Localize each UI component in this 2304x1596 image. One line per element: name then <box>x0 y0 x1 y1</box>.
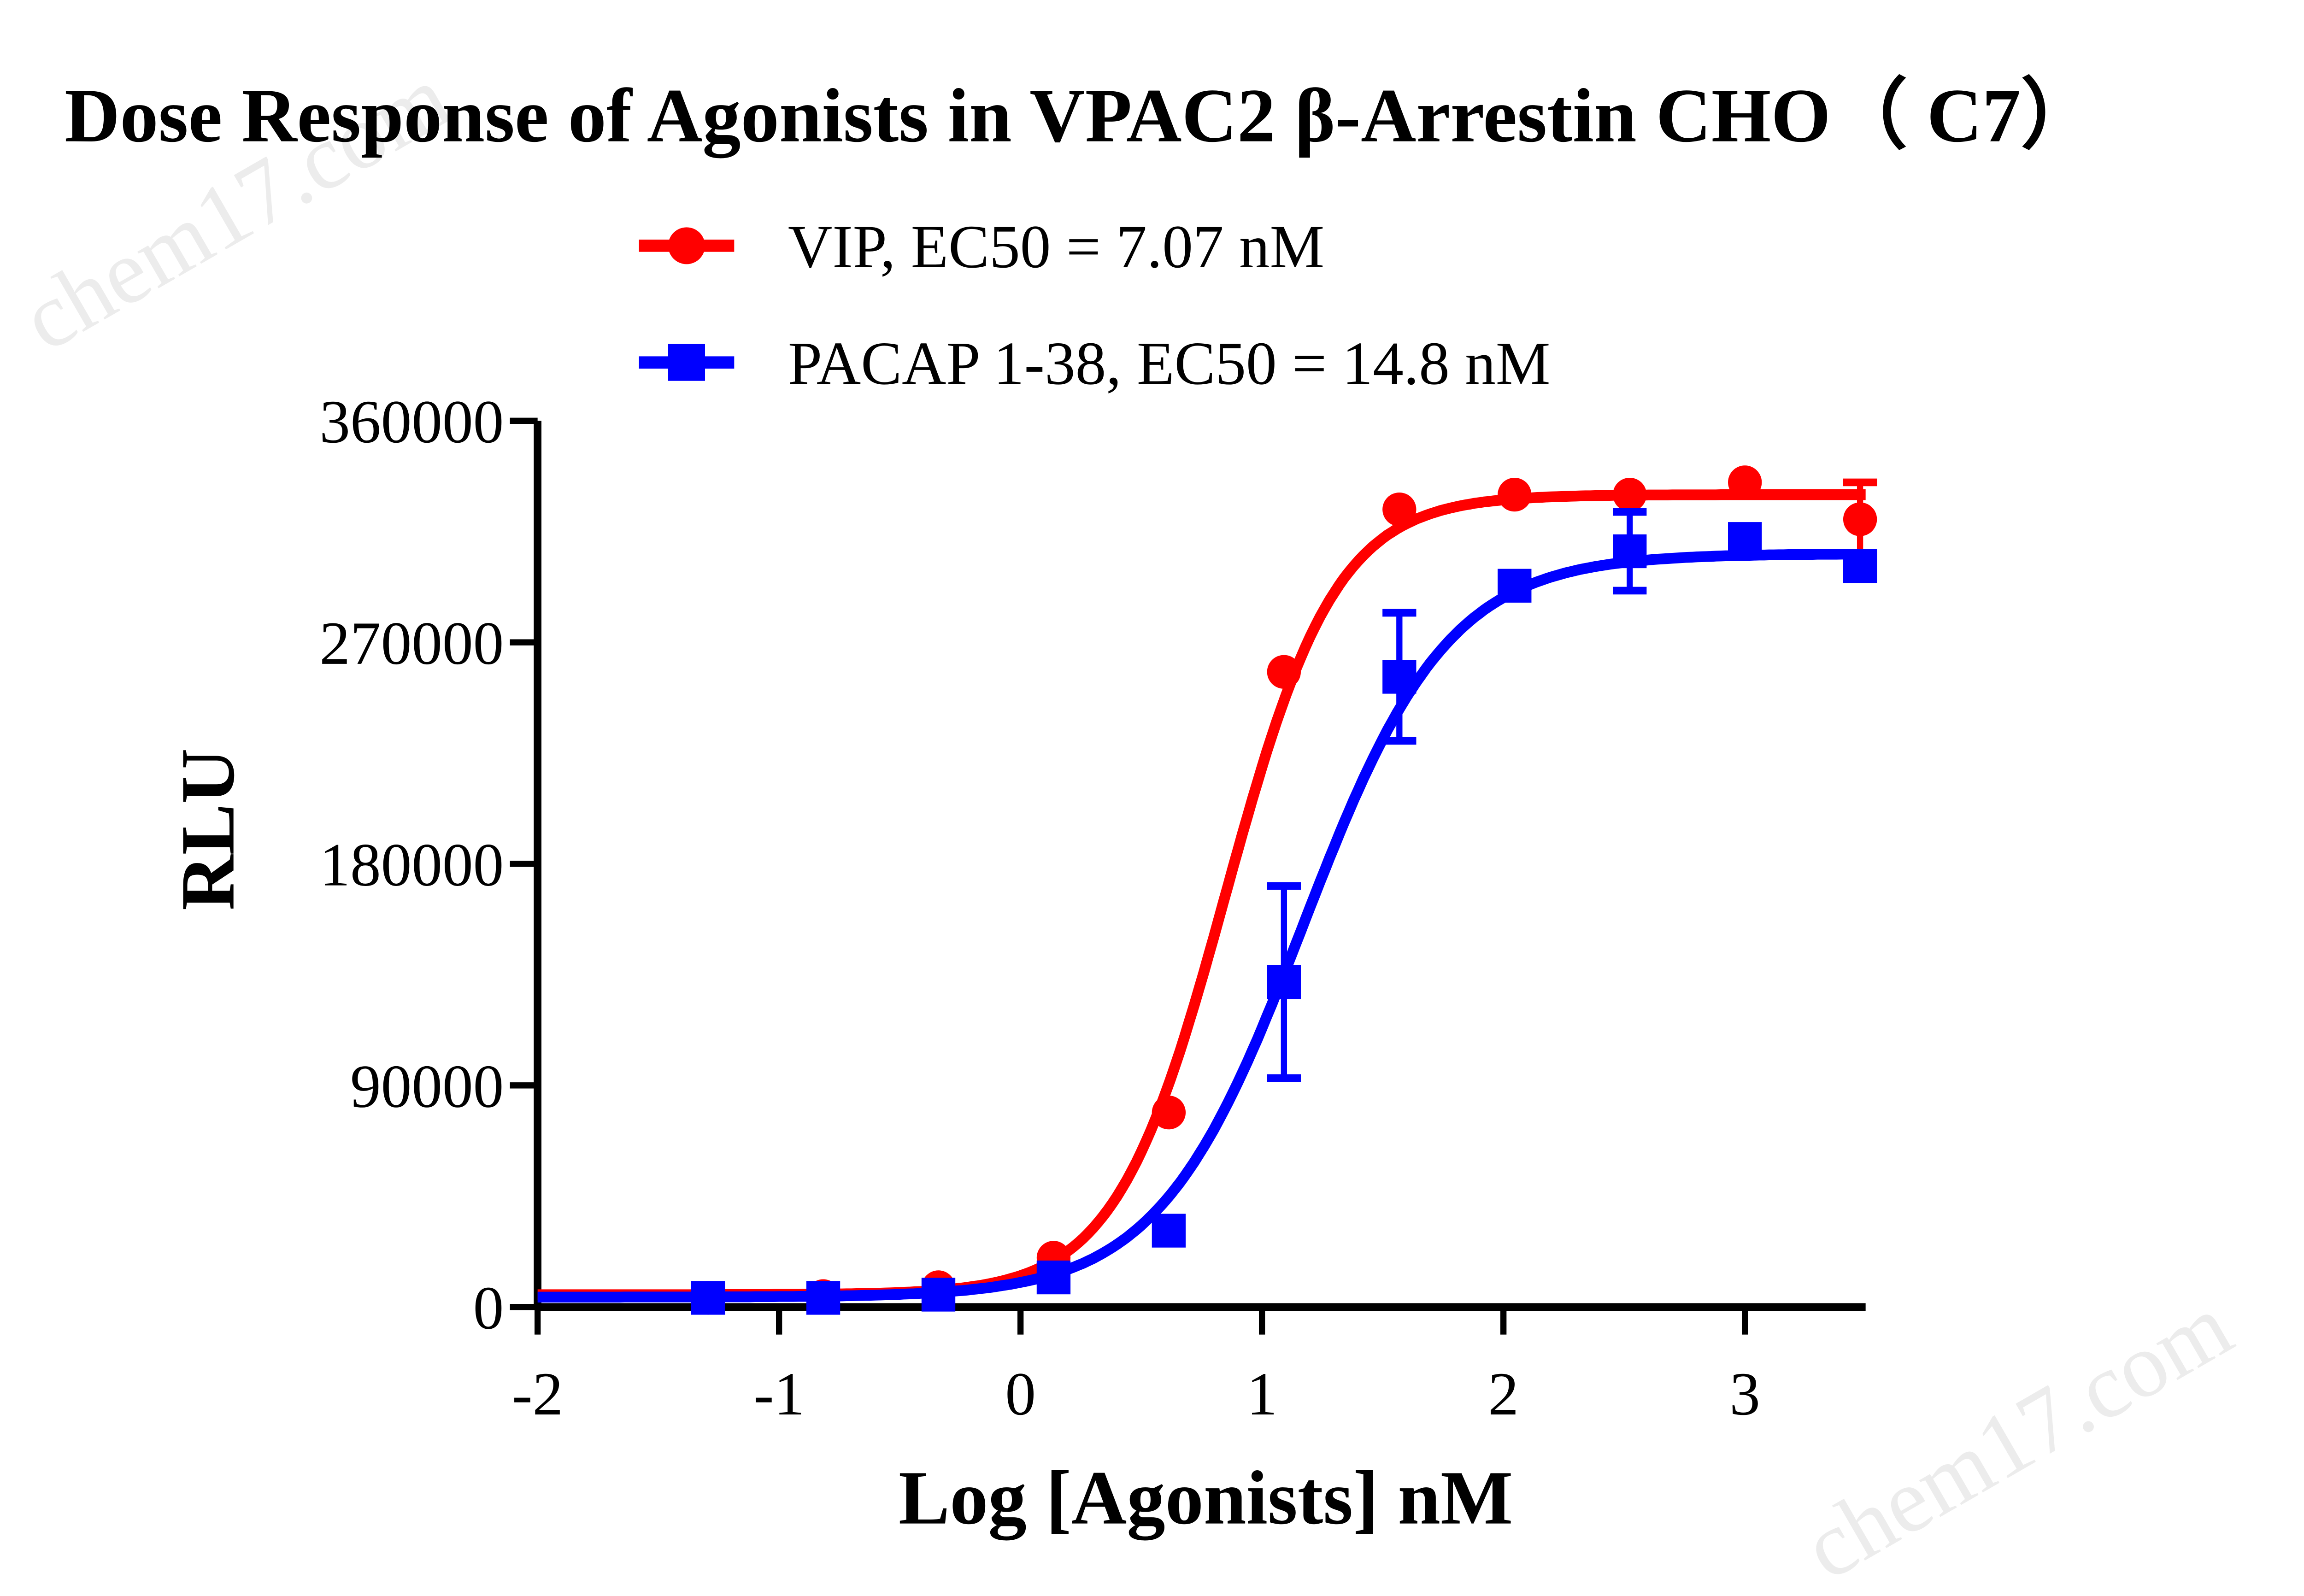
data-point-pacap <box>1152 1214 1186 1248</box>
chart-title: Dose Response of Agonists in VPAC2 β-Arr… <box>65 73 2098 158</box>
fit-curve-pacap <box>537 549 1866 1303</box>
axes: 0 90000 180000 270000 360000 -2 -1 0 1 2 3 <box>319 387 1866 1428</box>
data-point-vip <box>1498 477 1532 512</box>
x-tick-label: 0 <box>1005 1360 1036 1428</box>
data-point-pacap <box>1613 534 1647 569</box>
data-point-vip <box>1152 1095 1186 1130</box>
data-point-vip <box>1843 502 1877 536</box>
legend-marker-pacap <box>668 344 705 381</box>
legend-label-pacap: PACAP 1-38, EC50 = 14.8 nM <box>788 329 1550 397</box>
fit-curve-vip <box>537 489 1866 1300</box>
y-tick-label: 0 <box>473 1273 504 1342</box>
x-tick-label: -2 <box>512 1360 563 1428</box>
legend: VIP, EC50 = 7.07 nM PACAP 1-38, EC50 = 1… <box>639 212 1550 397</box>
y-axis-label: RLU <box>165 748 251 910</box>
data-point-pacap <box>921 1278 956 1312</box>
watermark: chem17.com <box>1787 1274 2248 1596</box>
data-point-pacap <box>1036 1260 1071 1295</box>
y-tick-label: 180000 <box>319 831 504 899</box>
data-point-pacap <box>1267 965 1301 999</box>
x-tick-label: 2 <box>1488 1360 1519 1428</box>
data-point-pacap <box>691 1281 725 1315</box>
data-point-pacap <box>806 1281 840 1315</box>
x-tick-label: -1 <box>753 1360 805 1428</box>
data-point-vip <box>1267 655 1301 689</box>
y-tick-label: 90000 <box>350 1052 504 1121</box>
plot-area <box>537 465 1877 1315</box>
data-point-vip <box>1728 465 1762 499</box>
data-point-pacap <box>1382 660 1416 694</box>
data-point-vip <box>1613 477 1647 512</box>
legend-label-vip: VIP, EC50 = 7.07 nM <box>788 212 1324 281</box>
x-tick-label: 1 <box>1246 1360 1277 1428</box>
data-point-pacap <box>1498 569 1532 603</box>
data-point-vip <box>1382 493 1416 527</box>
data-point-pacap <box>1843 549 1877 583</box>
legend-marker-vip <box>668 227 705 264</box>
x-axis-label: Log [Agonists] nM <box>899 1455 1513 1541</box>
data-point-pacap <box>1728 522 1762 556</box>
y-tick-label: 270000 <box>319 609 504 677</box>
y-tick-label: 360000 <box>319 387 504 456</box>
x-tick-label: 3 <box>1729 1360 1760 1428</box>
